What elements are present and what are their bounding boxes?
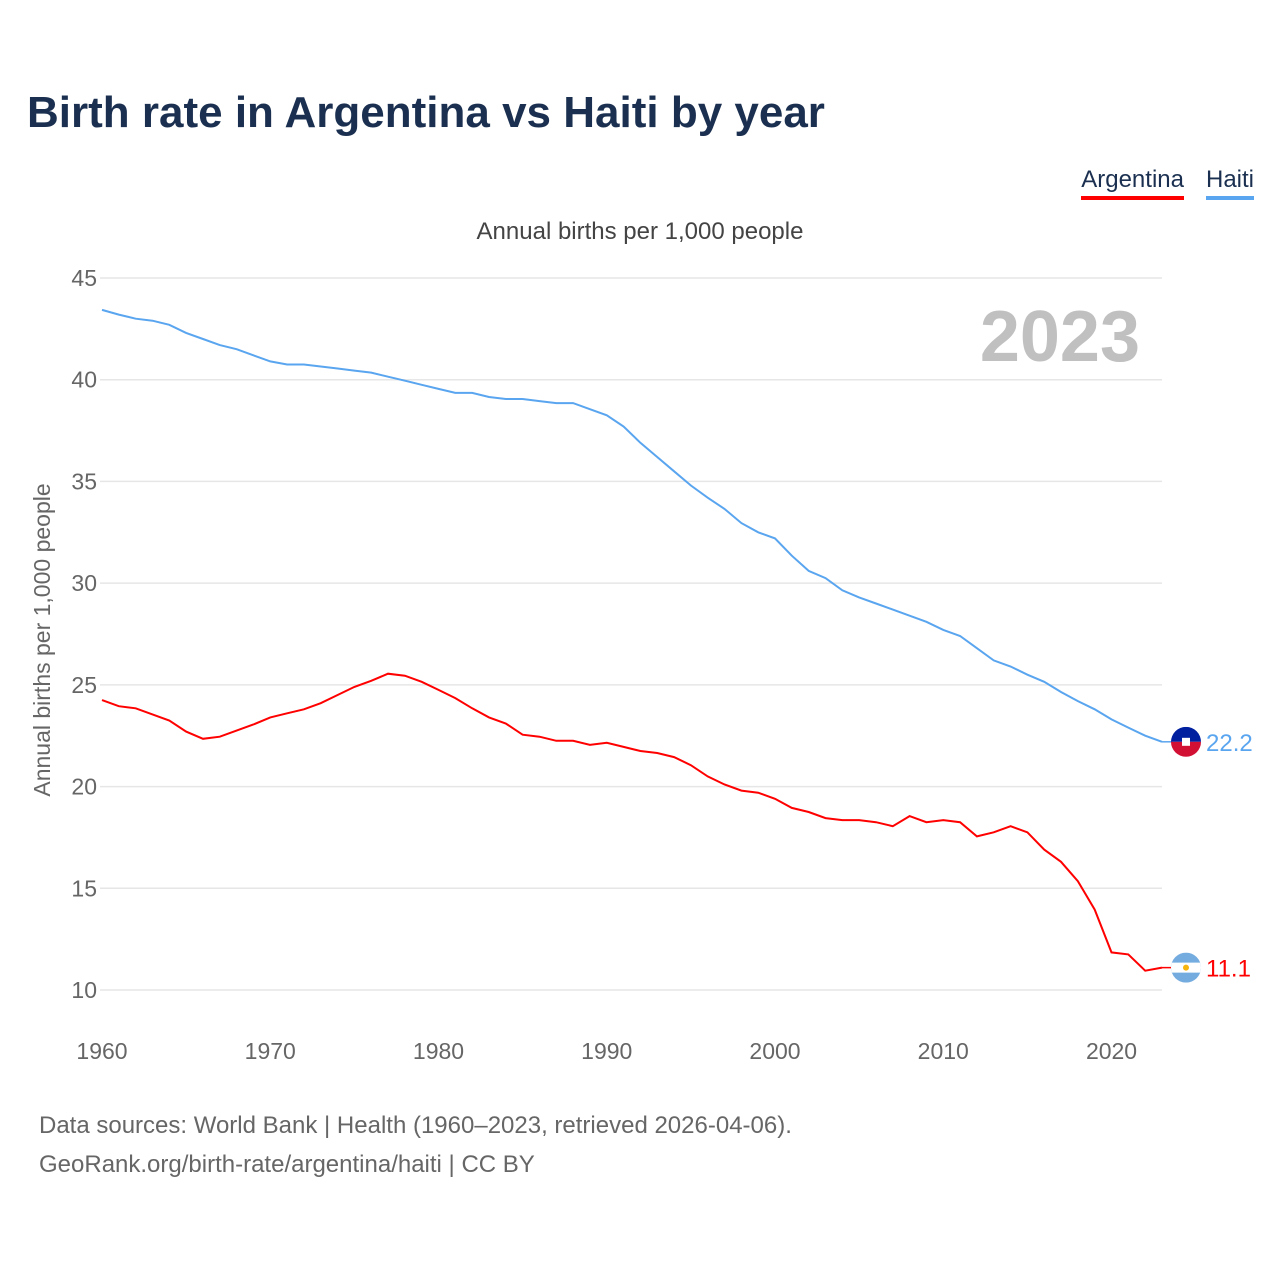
- source-line-2[interactable]: GeoRank.org/birth-rate/argentina/haiti |…: [39, 1151, 535, 1178]
- y-tick-label: 20: [71, 774, 97, 800]
- x-tick-label: 1990: [581, 1038, 632, 1064]
- end-value-label-haiti: 22.2: [1206, 730, 1253, 757]
- flag-stripe: [1171, 726, 1201, 742]
- y-tick-label: 30: [71, 570, 97, 596]
- chart-subtitle: Annual births per 1,000 people: [476, 218, 804, 245]
- flag-stripe: [1171, 741, 1201, 757]
- series-end-markers: 11.1 22.2: [1162, 726, 1253, 983]
- x-tick-label: 2010: [918, 1038, 969, 1064]
- flag-emblem: [1182, 737, 1190, 746]
- y-ticks: 10 15 20 25 30 35 40 45: [71, 265, 97, 1003]
- y-tick-label: 10: [71, 977, 97, 1003]
- y-axis-label: Annual births per 1,000 people: [29, 483, 55, 796]
- haiti-flag-icon: [1171, 726, 1201, 757]
- argentina-flag-icon: [1171, 952, 1201, 983]
- legend-item-argentina[interactable]: Argentina: [1081, 166, 1184, 200]
- grid: [100, 277, 1162, 991]
- y-tick-label: 35: [71, 468, 97, 494]
- x-tick-label: 1980: [413, 1038, 464, 1064]
- series-lines: [101, 308, 1163, 972]
- x-ticks: 1960 1970 1980 1990 2000 2010 2020: [76, 1038, 1137, 1064]
- x-tick-label: 2000: [749, 1038, 800, 1064]
- legend-item-haiti[interactable]: Haiti: [1205, 166, 1254, 200]
- x-tick-label: 1970: [245, 1038, 296, 1064]
- year-watermark: 2023: [980, 297, 1140, 377]
- legend: Argentina Haiti: [1081, 166, 1254, 200]
- y-tick-label: 15: [71, 875, 97, 901]
- x-tick-label: 1960: [76, 1038, 127, 1064]
- y-tick-label: 45: [71, 265, 97, 291]
- y-tick-label: 25: [71, 672, 97, 698]
- series-line-haiti: [101, 308, 1163, 743]
- x-tick-label: 2020: [1086, 1038, 1137, 1064]
- y-tick-label: 40: [71, 367, 97, 393]
- chart-title: Birth rate in Argentina vs Haiti by year: [27, 88, 825, 137]
- series-line-argentina: [101, 672, 1163, 972]
- source-line-1: Data sources: World Bank | Health (1960–…: [39, 1112, 792, 1139]
- flag-sun: [1183, 964, 1189, 971]
- source-note: Data sources: World Bank | Health (1960–…: [39, 1106, 792, 1184]
- end-value-label-argentina: 11.1: [1206, 956, 1251, 983]
